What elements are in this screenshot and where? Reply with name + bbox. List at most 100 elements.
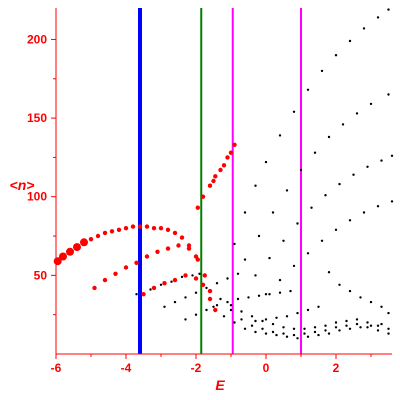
- data-point: [195, 257, 200, 262]
- data-point: [92, 285, 97, 291]
- data-point: [254, 319, 257, 323]
- data-point: [289, 289, 292, 293]
- data-point: [282, 239, 285, 242]
- data-point: [102, 277, 108, 283]
- data-point: [348, 219, 352, 222]
- y-tick-label: 200: [27, 32, 47, 46]
- data-point: [228, 150, 234, 155]
- data-point: [240, 318, 243, 321]
- data-point: [102, 230, 108, 236]
- data-point: [261, 327, 264, 330]
- data-point: [183, 273, 188, 278]
- data-point: [137, 224, 143, 229]
- data-point: [184, 296, 187, 299]
- data-point: [194, 313, 198, 316]
- data-points: [53, 8, 394, 340]
- axes: [55, 8, 392, 355]
- data-point: [144, 224, 150, 229]
- data-point: [213, 307, 218, 313]
- data-point: [130, 224, 136, 229]
- data-point: [243, 211, 247, 214]
- data-point: [193, 276, 199, 281]
- data-point: [320, 69, 324, 73]
- data-point: [205, 308, 208, 312]
- y-tick-label: 150: [27, 111, 47, 125]
- x-tick-label: -2: [191, 361, 202, 375]
- data-point: [264, 332, 268, 335]
- data-point: [264, 318, 268, 321]
- data-point: [366, 321, 369, 324]
- data-point: [200, 282, 206, 287]
- data-point: [207, 288, 213, 294]
- data-point: [165, 227, 171, 232]
- data-point: [334, 228, 338, 231]
- data-point: [202, 273, 207, 278]
- data-point: [299, 168, 303, 172]
- data-point: [303, 332, 306, 335]
- data-point: [285, 335, 289, 338]
- data-point: [240, 310, 243, 313]
- data-point: [247, 296, 250, 299]
- data-point: [338, 182, 341, 186]
- y-tick-label: 50: [34, 268, 48, 282]
- data-point: [292, 264, 296, 268]
- data-point: [226, 277, 229, 280]
- data-point: [278, 278, 282, 282]
- data-point: [327, 135, 331, 139]
- data-point: [285, 189, 289, 192]
- data-point: [296, 337, 299, 340]
- data-point: [341, 123, 345, 126]
- data-point: [254, 184, 257, 187]
- data-point: [215, 282, 219, 285]
- x-tick-label: 0: [263, 361, 270, 375]
- data-point: [186, 243, 192, 248]
- x-axis-label: E: [215, 377, 225, 393]
- data-point: [271, 211, 275, 214]
- data-point: [275, 316, 278, 319]
- data-point: [226, 300, 229, 304]
- data-point: [387, 311, 390, 315]
- x-tick-label: -6: [51, 361, 62, 375]
- data-point: [236, 272, 240, 275]
- data-point: [268, 293, 271, 296]
- data-point: [306, 308, 310, 312]
- data-point: [264, 160, 268, 164]
- data-point: [348, 327, 352, 330]
- data-point: [292, 110, 296, 114]
- data-point: [229, 308, 233, 312]
- data-point: [359, 296, 362, 299]
- data-point: [186, 246, 192, 251]
- data-point: [376, 16, 380, 19]
- data-point: [320, 239, 324, 242]
- data-point: [296, 222, 299, 225]
- data-point: [236, 297, 240, 301]
- data-point: [113, 271, 118, 276]
- data-point: [149, 288, 152, 291]
- data-point: [334, 54, 338, 57]
- data-point: [232, 142, 237, 147]
- data-point: [362, 27, 366, 30]
- y-ticks: 50 100 150 200: [27, 32, 56, 316]
- data-point: [233, 242, 236, 246]
- data-point: [141, 292, 146, 297]
- data-point: [366, 326, 369, 329]
- data-point: [380, 305, 383, 308]
- data-point: [194, 291, 198, 294]
- data-point: [173, 300, 177, 304]
- data-point: [221, 163, 227, 168]
- data-point: [306, 88, 310, 92]
- data-point: [264, 293, 268, 296]
- data-point: [170, 280, 173, 283]
- data-point: [317, 333, 320, 337]
- data-point: [212, 305, 215, 308]
- data-point: [303, 327, 306, 330]
- data-point: [271, 322, 275, 326]
- data-point: [355, 318, 359, 321]
- data-point: [257, 234, 261, 238]
- data-point: [109, 229, 115, 234]
- data-point: [116, 227, 122, 232]
- data-point: [211, 178, 216, 184]
- data-point: [176, 243, 181, 248]
- data-point: [355, 112, 359, 115]
